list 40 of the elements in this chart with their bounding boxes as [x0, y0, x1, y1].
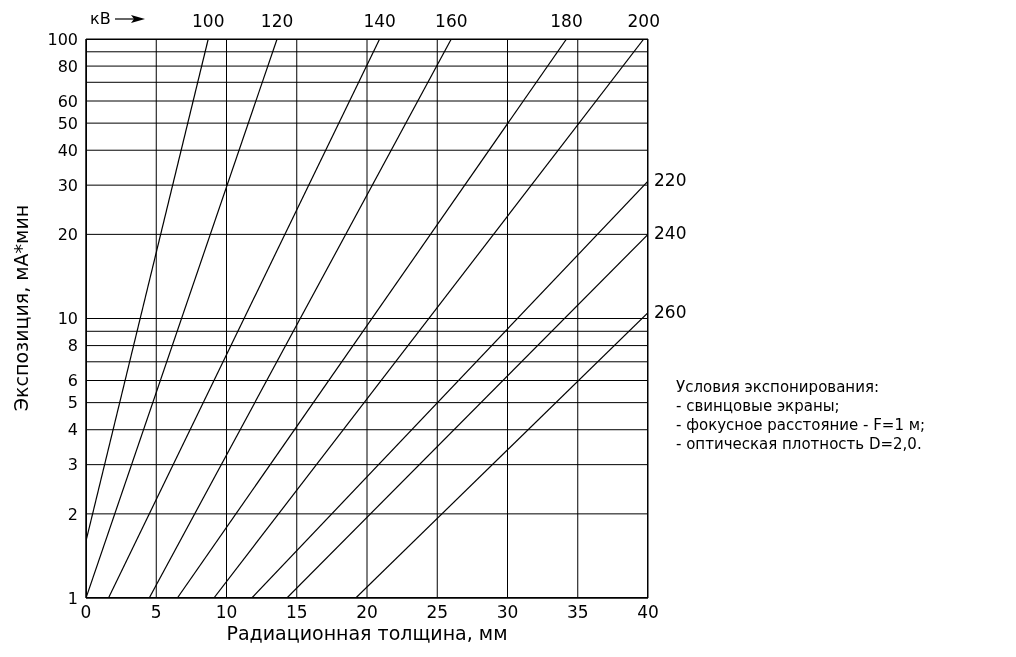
y-tick-label: 2: [67, 504, 78, 524]
x-tick-label: 30: [496, 602, 519, 623]
y-tick-label: 80: [57, 56, 78, 76]
series-label: 200: [627, 11, 661, 31]
y-tick-label: 30: [57, 175, 78, 195]
y-tick-label: 8: [67, 336, 78, 356]
series-label: 120: [260, 11, 294, 31]
y-tick-label: 1: [67, 588, 78, 608]
text: - оптическая плотность D=2,0.: [676, 435, 923, 454]
y-tick-label: 4: [67, 420, 78, 440]
x-tick-label: 25: [426, 602, 449, 623]
text: кВ: [90, 9, 111, 28]
series-label: 240: [654, 223, 687, 244]
series-label: 140: [363, 11, 396, 31]
x-tick-label: 0: [80, 602, 92, 623]
x-tick-label: 35: [566, 602, 589, 623]
x-axis-title: Радиационная толщина, мм: [225, 622, 509, 644]
x-tick-label: 40: [637, 602, 659, 623]
series-label: 100: [192, 11, 225, 31]
x-tick-label: 15: [285, 602, 308, 623]
series-label: 180: [550, 11, 583, 31]
y-tick-label: 10: [57, 309, 78, 329]
y-tick-label: 20: [57, 225, 78, 245]
series-label: 260: [654, 301, 687, 322]
y-axis-title: Экспозиция, мА*мин: [10, 204, 32, 411]
y-tick-label: 50: [57, 113, 78, 133]
text: - свинцовые экраны;: [676, 397, 841, 416]
x-tick-label: 5: [150, 602, 162, 623]
series-label: 160: [435, 11, 468, 31]
y-tick-label: 6: [67, 371, 78, 391]
x-tick-label: 10: [215, 602, 238, 623]
y-tick-label: 40: [57, 140, 78, 160]
y-tick-label: 100: [47, 29, 78, 49]
y-tick-label: 60: [57, 91, 78, 111]
text: - фокусное расстояние - F=1 м;: [676, 416, 926, 435]
y-tick-label: 5: [67, 393, 78, 413]
series-label: 220: [654, 170, 687, 191]
text: Условия экспонирования:: [676, 378, 880, 397]
x-tick-label: 20: [356, 602, 378, 623]
y-tick-label: 3: [67, 455, 78, 475]
